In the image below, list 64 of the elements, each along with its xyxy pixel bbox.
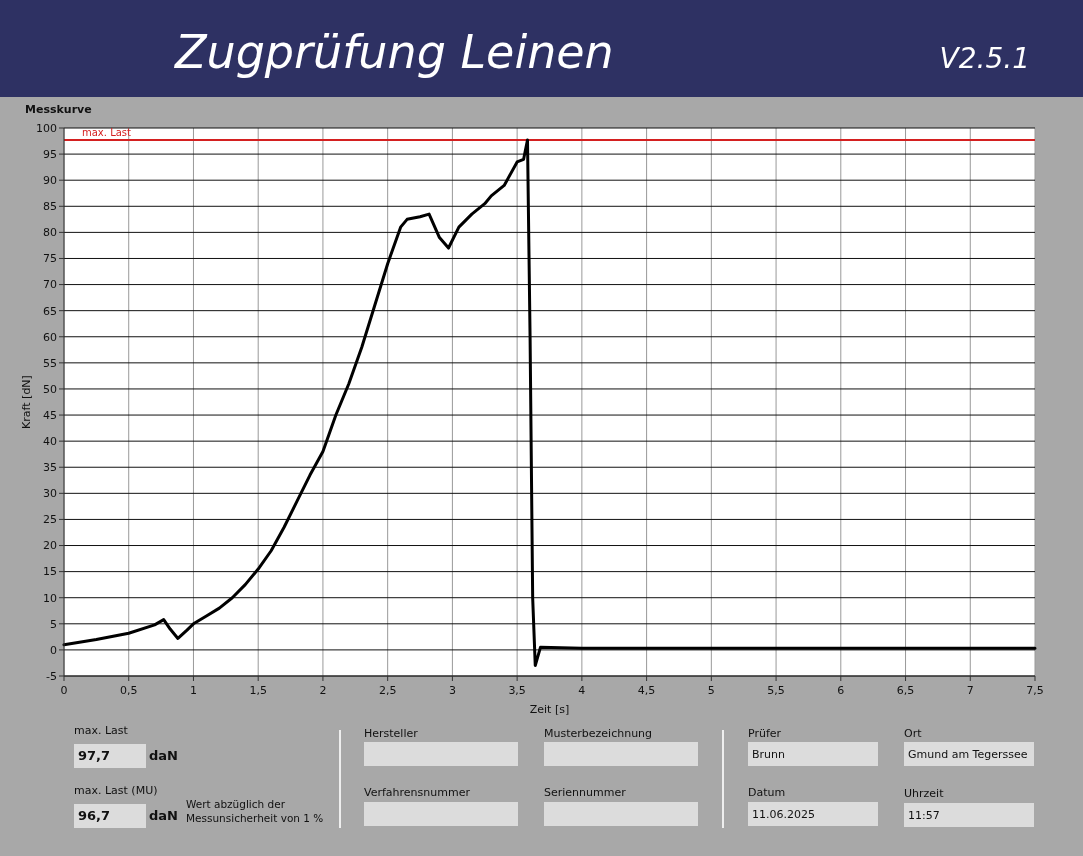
x-tick-label: 3 <box>448 684 456 697</box>
x-tick-label: 2 <box>319 684 327 697</box>
x-tick-label: 7 <box>966 684 974 697</box>
line-series <box>62 138 1037 668</box>
x-tick-label: 0,5 <box>119 684 138 697</box>
text: 96,7 <box>78 808 111 823</box>
text: Brunn <box>752 748 786 761</box>
x-tick-label: 6 <box>837 684 845 697</box>
x-tick-label: 4,5 <box>637 684 656 697</box>
text: Musterbezeichnung <box>544 727 653 740</box>
text: Gmund am Tegerssee <box>908 748 1028 761</box>
y-tick-label: 60 <box>43 330 57 344</box>
x-tick-label: 5,5 <box>767 684 785 697</box>
y-tick-label: 95 <box>43 147 57 161</box>
y-tick-label: 25 <box>43 513 57 527</box>
ref-line-label: max. Last <box>82 127 132 138</box>
x-tick-label: 0 <box>60 684 68 697</box>
text: Prüfer <box>748 727 782 740</box>
x-tick-label: 1 <box>189 684 197 697</box>
text: Seriennummer <box>544 786 627 799</box>
x-axis-title: Zeit [s] <box>529 703 570 716</box>
text: 97,7 <box>78 748 111 763</box>
y-tick-label: 45 <box>43 408 57 422</box>
text: Datum <box>748 786 786 799</box>
text: Ort <box>904 727 923 740</box>
x-tick-label: 7,5 <box>1026 684 1044 697</box>
y-axis-title: Kraft [dN] <box>20 375 33 429</box>
y-tick-label: 0 <box>50 643 57 657</box>
chart-title: Messkurve <box>25 103 92 116</box>
text: daN <box>149 808 178 823</box>
y-tick-label: 80 <box>43 226 57 240</box>
x-tick-label: 5 <box>707 684 715 697</box>
y-tick-label: 30 <box>43 487 57 501</box>
y-tick-label: 20 <box>43 539 57 553</box>
text: Hersteller <box>364 727 419 740</box>
y-tick-label: 85 <box>43 200 57 214</box>
x-tick-label: 4 <box>578 684 586 697</box>
y-tick-label: 75 <box>43 252 57 266</box>
y-tick-label: 65 <box>43 304 57 318</box>
y-tick-label: 50 <box>43 382 57 396</box>
y-tick-label: 70 <box>43 278 57 292</box>
x-tick-label: 3,5 <box>508 684 526 697</box>
text: Uhrzeit <box>904 787 945 800</box>
x-tick-label: 1,5 <box>249 684 267 697</box>
text: Zugprüfung Leinen <box>173 25 614 79</box>
text: 11.06.2025 <box>752 808 815 821</box>
x-tick-label: 2,5 <box>378 684 397 697</box>
text: max. Last (MU) <box>74 784 158 797</box>
text: max. Last <box>74 724 129 737</box>
text: Verfahrensnummer <box>364 786 471 799</box>
y-tick-label: 15 <box>43 565 57 579</box>
y-tick-label: 35 <box>43 461 57 475</box>
y-tick-label: 55 <box>43 356 57 370</box>
text: V2.5.1 <box>939 42 1030 75</box>
y-tick-label: -5 <box>46 669 57 683</box>
y-tick-label: 5 <box>50 617 57 631</box>
text: Wert abzüglich der Messunsicherheit von 1 % <box>186 798 324 824</box>
text: daN <box>149 748 178 763</box>
text: 11:57 <box>908 809 940 822</box>
y-tick-label: 90 <box>43 174 57 188</box>
y-tick-label: 40 <box>43 434 57 448</box>
y-tick-label: 100 <box>36 121 57 135</box>
y-tick-label: 10 <box>43 591 57 605</box>
x-tick-label: 6,5 <box>896 684 915 697</box>
